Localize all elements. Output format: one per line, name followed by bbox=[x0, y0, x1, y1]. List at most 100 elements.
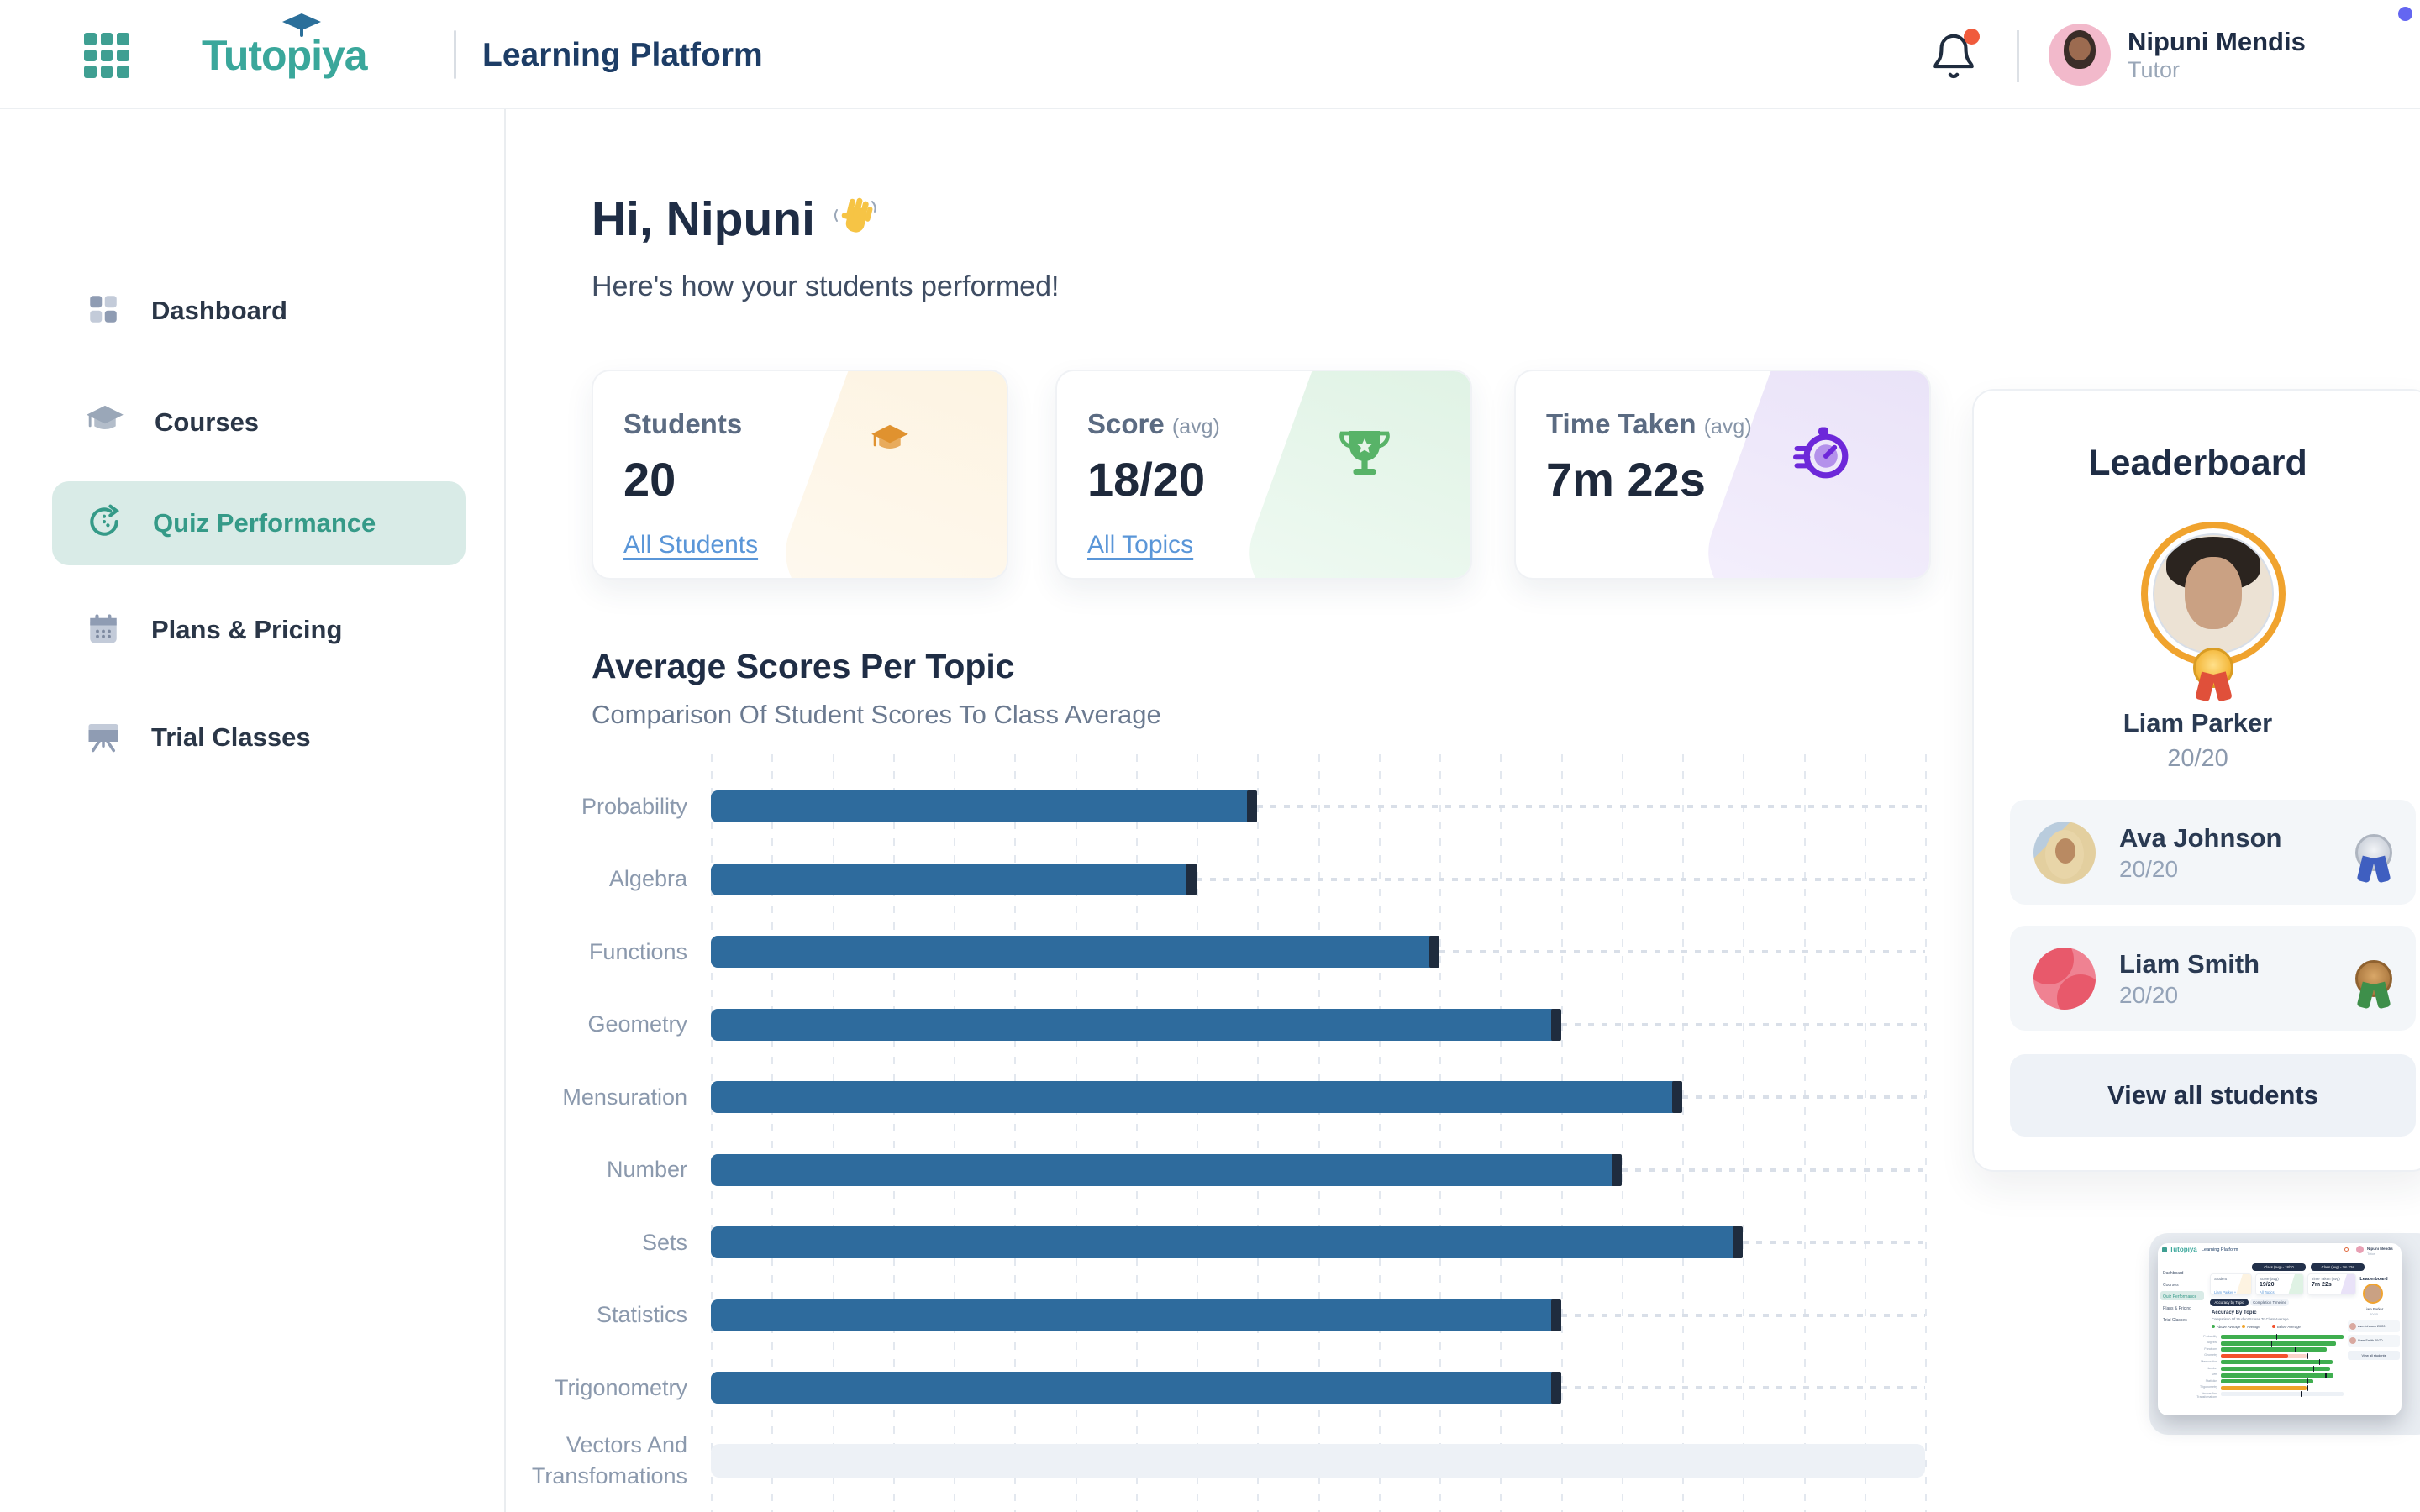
mini-bar bbox=[2221, 1379, 2313, 1384]
top-student-score: 20/20 bbox=[2167, 745, 2228, 772]
chart-category-label: Vectors And Transfomations bbox=[531, 1432, 687, 1488]
chart-gridline bbox=[954, 754, 955, 1512]
sidebar-item-quiz-performance[interactable]: Quiz Performance bbox=[52, 481, 466, 565]
chart-gridline bbox=[1135, 754, 1138, 1512]
stat-link-all-students[interactable]: All Students bbox=[623, 531, 759, 559]
mini-bar-label: Trigonometry bbox=[2199, 1385, 2217, 1389]
sidebar-item-courses[interactable]: Courses bbox=[52, 381, 466, 465]
page-subtitle: Here's how your students performed! bbox=[592, 270, 1060, 302]
notifications-bell-icon[interactable] bbox=[1929, 29, 1980, 81]
chart-title: Average Scores Per Topic bbox=[592, 647, 1015, 685]
stat-card-students: Students 20 All Students bbox=[592, 370, 1008, 580]
top-student-avatar bbox=[2141, 522, 2286, 666]
stat-value: 20 bbox=[623, 453, 676, 506]
mini-bar-label: Sets bbox=[2211, 1373, 2217, 1377]
gold-medal-icon bbox=[2193, 648, 2233, 688]
preview-thumbnail-shell: Tutopiya Learning Platform Nipuni Mendis Tu… bbox=[2149, 1233, 2420, 1435]
mini-class-avg-tick bbox=[2307, 1352, 2308, 1359]
mini-class-avg-tick bbox=[2318, 1359, 2321, 1366]
class-average-marker bbox=[1186, 863, 1197, 895]
chart-gridline bbox=[1560, 754, 1563, 1512]
mini-bar bbox=[2221, 1367, 2330, 1371]
mini-bar bbox=[2221, 1385, 2307, 1390]
chart-category-label: Sets bbox=[641, 1229, 687, 1255]
dashboard-icon bbox=[86, 291, 121, 331]
chart-category-label: Statistics bbox=[596, 1302, 687, 1328]
sidebar-item-dashboard[interactable]: Dashboard bbox=[52, 269, 466, 353]
mini-view-all: View all students bbox=[2348, 1351, 2400, 1360]
mini-stat-card: Student Liam Parker + bbox=[2210, 1273, 2252, 1295]
mini-header bbox=[2158, 1243, 2402, 1257]
stat-card-time-taken: Time Taken (avg) 7m 22s bbox=[1514, 370, 1931, 580]
mini-class-avg-tick bbox=[2312, 1366, 2315, 1372]
mini-legend-item: Average bbox=[2242, 1325, 2260, 1329]
mini-bar bbox=[2221, 1373, 2334, 1378]
leaderboard-card: Leaderboard Liam Parker 20/20 Ava Johnso… bbox=[1972, 389, 2420, 1172]
chart-gridline bbox=[1864, 754, 1866, 1512]
mini-bar-track bbox=[2221, 1392, 2344, 1397]
user-menu[interactable]: Nipuni Mendis Tutor bbox=[2049, 24, 2306, 86]
stat-link-all-topics[interactable]: All Topics bbox=[1087, 531, 1194, 559]
mini-class-avg-tick bbox=[2294, 1347, 2296, 1353]
mini-card-value: 19/20 bbox=[2260, 1282, 2275, 1288]
mini-top-avatar bbox=[2363, 1284, 2383, 1304]
mini-bar-label: Vectors And Transfomations bbox=[2196, 1391, 2217, 1399]
mini-sidebar-item: Trial Classes bbox=[2163, 1318, 2187, 1323]
top-header: Tutopiya Learning Platform Nipuni Mendis… bbox=[0, 0, 2420, 109]
mini-user-role: Tutor bbox=[2367, 1252, 2375, 1256]
mini-band bbox=[2234, 1274, 2251, 1294]
chart-bar-geometry bbox=[711, 1008, 1561, 1041]
status-dot bbox=[2398, 7, 2412, 21]
class-average-marker bbox=[1550, 1008, 1561, 1041]
silver-medal-icon bbox=[2355, 833, 2392, 871]
chart-bar-mensuration bbox=[711, 1081, 1682, 1113]
mini-bar-label: Algebra bbox=[2207, 1341, 2217, 1345]
student-score: 20/20 bbox=[2119, 855, 2179, 882]
class-average-marker bbox=[1429, 936, 1439, 968]
mini-top-score: 20/20 bbox=[2369, 1312, 2378, 1316]
trophy-icon bbox=[1334, 423, 1395, 484]
stat-label: Score (avg) bbox=[1087, 408, 1220, 439]
sidebar-item-plans-pricing[interactable]: Plans & Pricing bbox=[52, 588, 466, 672]
graduation-cap-icon bbox=[282, 13, 321, 37]
mini-tab: Completion Timeline bbox=[2250, 1299, 2289, 1306]
mini-class-avg-tick bbox=[2307, 1378, 2308, 1385]
leaderboard-row[interactable]: Liam Smith 20/20 bbox=[2010, 926, 2416, 1031]
mini-leaderboard-row: Ava Johnson 20/20 bbox=[2348, 1320, 2400, 1332]
sidebar-item-trial-classes[interactable]: Trial Classes bbox=[52, 696, 466, 780]
quiz-performance-icon bbox=[86, 503, 123, 544]
chart-gridline bbox=[711, 754, 713, 1512]
stat-label: Students bbox=[623, 408, 743, 439]
view-all-students-button[interactable]: View all students bbox=[2010, 1054, 2416, 1137]
leaderboard-row[interactable]: Ava Johnson 20/20 bbox=[2010, 800, 2416, 905]
mini-class-avg-tick bbox=[2300, 1391, 2302, 1398]
bronze-medal-icon bbox=[2355, 959, 2392, 997]
sidebar-item-label: Quiz Performance bbox=[153, 508, 376, 538]
chart-gridline bbox=[1439, 754, 1441, 1512]
mini-leaderboard-row: Liam Smith 20/20 bbox=[2348, 1335, 2400, 1347]
bar-extension-dots bbox=[1439, 950, 1925, 953]
mini-bar-label: Statistics bbox=[2205, 1378, 2217, 1383]
bar-extension-dots bbox=[1560, 1313, 1925, 1317]
mini-card-label: Student bbox=[2214, 1277, 2228, 1281]
sidebar-item-label: Dashboard bbox=[151, 296, 287, 325]
mini-card-label: Time Taken (avg) bbox=[2312, 1277, 2340, 1281]
chart-gridline bbox=[1197, 754, 1198, 1512]
mini-bar-label: Mensuration bbox=[2201, 1359, 2217, 1363]
app-grid-icon[interactable] bbox=[84, 33, 129, 78]
student-score: 20/20 bbox=[2119, 981, 2179, 1008]
bar-extension-dots bbox=[1621, 1168, 1925, 1172]
chart-bar-statistics bbox=[711, 1299, 1561, 1331]
mini-class-avg-tick bbox=[2325, 1372, 2327, 1378]
bar-extension-dots bbox=[1197, 877, 1925, 881]
preview-thumbnail-window[interactable]: Tutopiya Learning Platform Nipuni Mendis Tu… bbox=[2158, 1243, 2402, 1415]
user-avatar bbox=[2049, 24, 2111, 86]
mini-stat-card: Time Taken (avg) 7m 22s bbox=[2307, 1273, 2356, 1295]
chart-gridline bbox=[1500, 754, 1502, 1512]
student-avatar bbox=[2033, 821, 2096, 884]
chart-category-label: Number bbox=[606, 1157, 687, 1183]
student-info: Ava Johnson 20/20 bbox=[2119, 822, 2282, 882]
chart-gridline bbox=[1378, 754, 1381, 1512]
greeting-text: Hi, Nipuni bbox=[592, 192, 815, 246]
tutopiya-logo: Tutopiya bbox=[202, 13, 368, 86]
